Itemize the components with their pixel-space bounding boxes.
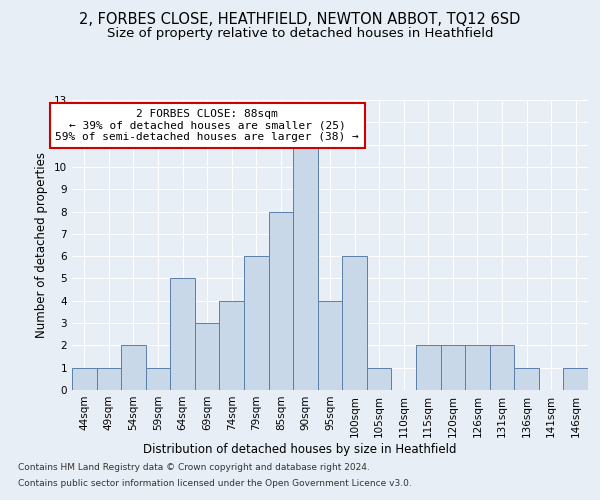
Bar [465,346,490,390]
Bar [195,323,220,390]
Bar [563,368,588,390]
Bar [220,301,244,390]
Bar [416,346,440,390]
Bar [97,368,121,390]
Bar [440,346,465,390]
Bar [244,256,269,390]
Bar [269,212,293,390]
Bar [170,278,195,390]
Text: Size of property relative to detached houses in Heathfield: Size of property relative to detached ho… [107,28,493,40]
Bar [318,301,342,390]
Bar [121,346,146,390]
Bar [342,256,367,390]
Text: Contains public sector information licensed under the Open Government Licence v3: Contains public sector information licen… [18,478,412,488]
Text: 2 FORBES CLOSE: 88sqm
← 39% of detached houses are smaller (25)
59% of semi-deta: 2 FORBES CLOSE: 88sqm ← 39% of detached … [55,109,359,142]
Y-axis label: Number of detached properties: Number of detached properties [35,152,49,338]
Text: 2, FORBES CLOSE, HEATHFIELD, NEWTON ABBOT, TQ12 6SD: 2, FORBES CLOSE, HEATHFIELD, NEWTON ABBO… [79,12,521,28]
Bar [367,368,391,390]
Bar [72,368,97,390]
Text: Contains HM Land Registry data © Crown copyright and database right 2024.: Contains HM Land Registry data © Crown c… [18,464,370,472]
Bar [293,144,318,390]
Bar [146,368,170,390]
Bar [490,346,514,390]
Text: Distribution of detached houses by size in Heathfield: Distribution of detached houses by size … [143,442,457,456]
Bar [514,368,539,390]
